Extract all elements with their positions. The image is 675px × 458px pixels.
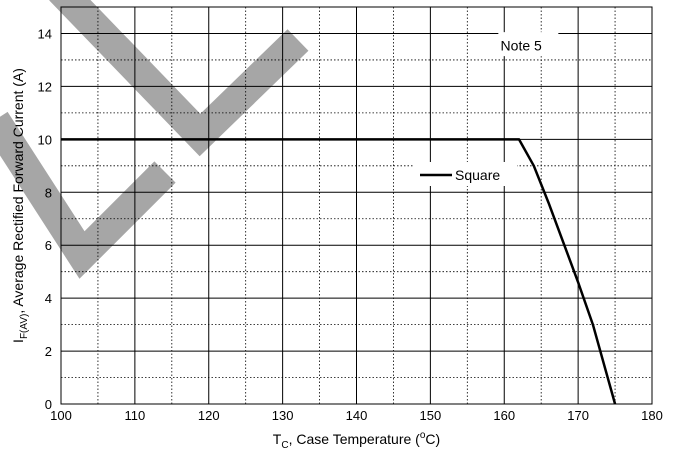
x-axis-ticks: 100 110 120 130 140 150 160 170 180 bbox=[50, 408, 663, 423]
y-tick-label: 8 bbox=[45, 185, 52, 200]
annotation-note: Note 5 bbox=[501, 38, 542, 54]
watermark-logo bbox=[0, 0, 309, 279]
y-axis-label: IF(AV), Average Rectified Forward Curren… bbox=[10, 68, 30, 343]
x-tick-label: 120 bbox=[198, 408, 220, 423]
y-tick-label: 0 bbox=[45, 397, 52, 412]
x-tick-label: 150 bbox=[420, 408, 442, 423]
x-axis-label: TC, Case Temperature (oC) bbox=[273, 430, 440, 451]
y-tick-label: 10 bbox=[38, 132, 52, 147]
x-tick-label: 140 bbox=[346, 408, 368, 423]
series-group bbox=[61, 138, 617, 405]
x-tick-label: 170 bbox=[567, 408, 589, 423]
legend: Square bbox=[413, 162, 517, 186]
plot-frame bbox=[60, 6, 653, 405]
x-tick-label: 110 bbox=[125, 408, 146, 423]
y-tick-label: 12 bbox=[38, 79, 52, 94]
y-tick-label: 2 bbox=[45, 344, 52, 359]
y-tick-label: 14 bbox=[38, 26, 52, 41]
x-tick-label: 100 bbox=[50, 408, 72, 423]
x-tick-label: 160 bbox=[493, 408, 515, 423]
x-tick-label: 180 bbox=[641, 408, 663, 423]
y-tick-label: 6 bbox=[45, 238, 52, 253]
series-line-square bbox=[61, 138, 617, 405]
y-tick-label: 4 bbox=[45, 291, 52, 306]
watermark-stroke bbox=[49, 0, 309, 157]
legend-label-square: Square bbox=[455, 167, 500, 183]
annotation-box: Note 5 bbox=[498, 32, 559, 57]
y-axis-ticks: 0 2 4 6 8 10 12 14 bbox=[38, 26, 52, 412]
x-tick-label: 130 bbox=[272, 408, 294, 423]
watermark-stroke bbox=[0, 111, 176, 279]
